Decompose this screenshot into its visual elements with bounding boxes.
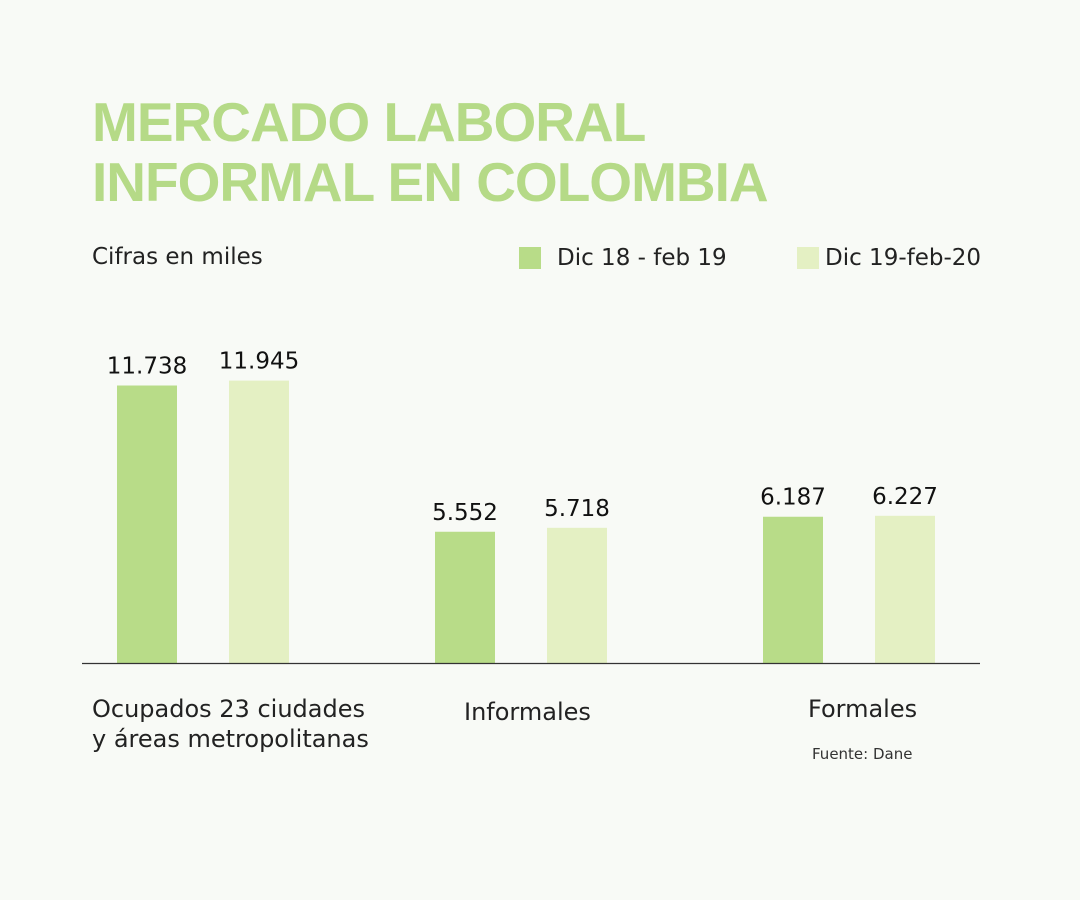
legend-item-series-2: Dic 19-feb-20: [797, 244, 981, 272]
data-label-series-1-cat-2: 5.552: [432, 500, 498, 526]
source-note: Fuente: Dane: [812, 745, 913, 763]
category-label-line: y áreas metropolitanas: [92, 725, 369, 753]
bar-series-1-cat-3: [763, 516, 823, 663]
bar-series-2-cat-2: [547, 527, 607, 663]
chart-title-line-2: INFORMAL EN COLOMBIA: [92, 151, 769, 213]
legend-item-series-1: Dic 18 - feb 19: [519, 244, 727, 272]
data-label-series-1-cat-3: 6.187: [760, 485, 826, 511]
bar-series-2-cat-3: [875, 515, 935, 663]
bar-series-2-cat-1: [229, 380, 289, 663]
legend-label-series-1: Dic 18 - feb 19: [557, 245, 727, 271]
category-label-line: Informales: [464, 698, 591, 726]
category-label-line: Ocupados 23 ciudades: [92, 695, 365, 723]
data-label-series-2-cat-2: 5.718: [544, 496, 610, 522]
chart-subtitle: Cifras en miles: [92, 244, 263, 270]
data-label-series-1-cat-1: 11.738: [107, 354, 187, 380]
legend-swatch-series-1: [519, 247, 541, 269]
category-label-formales: Formales: [808, 694, 917, 724]
category-label-line: Formales: [808, 695, 918, 723]
bar-series-1-cat-1: [117, 385, 177, 663]
data-label-series-2-cat-1: 11.945: [219, 349, 299, 375]
data-label-series-2-cat-3: 6.227: [872, 484, 938, 510]
legend-label-series-2: Dic 19-feb-20: [825, 245, 982, 271]
category-label-informales: Informales: [464, 697, 591, 727]
legend-swatch-series-2: [797, 247, 819, 269]
chart-title: MERCADO LABORAL INFORMAL EN COLOMBIA: [92, 91, 769, 213]
bar-series-1-cat-2: [435, 531, 495, 663]
category-label-ocupados: Ocupados 23 ciudades y áreas metropolitan…: [92, 694, 369, 754]
chart-title-line-1: MERCADO LABORAL: [92, 91, 646, 153]
